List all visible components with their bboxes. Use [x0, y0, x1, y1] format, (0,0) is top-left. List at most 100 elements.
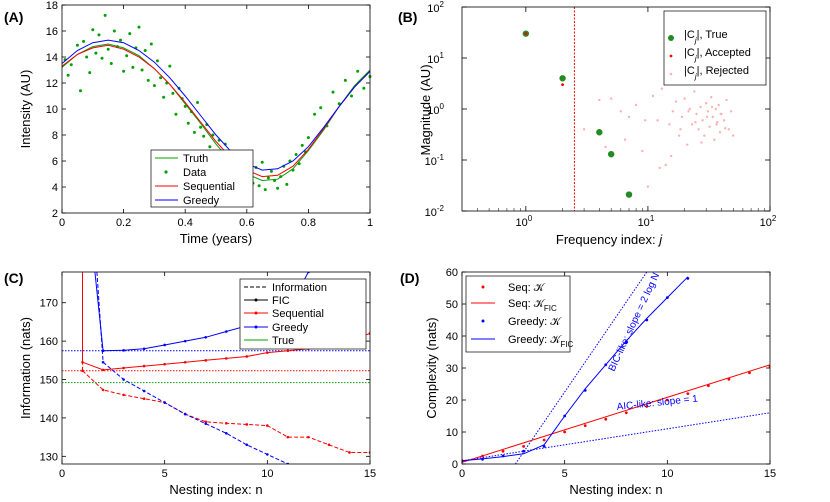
- data-point: [131, 65, 135, 69]
- data-point: [125, 54, 129, 58]
- data-point: [273, 179, 277, 182]
- d-ytick-label: 60: [446, 267, 458, 279]
- data-point: [297, 162, 301, 166]
- d-seqkfic-line: [462, 364, 770, 463]
- legend-true: |Cj|, True: [684, 29, 728, 45]
- c-point: [204, 422, 208, 425]
- d-point: [624, 411, 628, 415]
- a-ytick-label: 8: [52, 130, 58, 142]
- rejected-point: [641, 149, 644, 153]
- c-ytick-label: 170: [40, 298, 58, 310]
- legend-c-true: True: [272, 335, 294, 347]
- d-point: [542, 438, 546, 442]
- legend-true-marker: [668, 35, 674, 41]
- data-point: [168, 64, 172, 68]
- c-greedy-rise: [94, 272, 104, 351]
- data-point: [260, 160, 264, 164]
- c-point: [122, 393, 125, 397]
- panel-c-ylabel: Information (nats): [18, 317, 33, 419]
- d-point: [604, 417, 608, 421]
- d-reference-line: [462, 412, 770, 462]
- legend-data: Data: [183, 167, 207, 179]
- rejected-point: [658, 166, 661, 170]
- c-point: [245, 443, 249, 447]
- rejected-point: [690, 123, 694, 126]
- data-point: [88, 71, 92, 75]
- bic-annotation: BIC-like: slope = 2 log N: [607, 271, 662, 373]
- rejected-point: [713, 138, 716, 141]
- c-point: [122, 378, 125, 381]
- b-ytick-label: 101: [427, 51, 444, 66]
- legend-truth: Truth: [183, 153, 208, 165]
- c-point: [224, 421, 228, 425]
- c-point: [142, 389, 146, 393]
- a-ytick-label: 18: [46, 0, 58, 12]
- rejected-point: [677, 134, 681, 137]
- data-point: [202, 134, 206, 138]
- d-xtick-label: 0: [459, 468, 465, 480]
- d-point: [686, 392, 690, 395]
- rejected-point: [651, 94, 655, 98]
- c-xtick-label: 5: [162, 468, 168, 480]
- d-xtick-label: 5: [562, 468, 568, 480]
- d-ytick-label: 10: [446, 427, 458, 439]
- b-ytick-label: 100: [427, 102, 444, 117]
- data-point: [109, 62, 113, 65]
- panel-a-label: (A): [4, 9, 23, 25]
- panel-d-xlabel: Nesting index: n: [569, 482, 662, 497]
- rejected-point: [674, 100, 678, 103]
- data-point: [155, 59, 159, 63]
- c-ytick-label: 140: [40, 413, 58, 425]
- data-point: [171, 91, 175, 95]
- c-point: [101, 368, 105, 372]
- data-point: [306, 136, 310, 140]
- data-point: [94, 51, 98, 55]
- a-xtick-label: 1: [367, 217, 373, 229]
- a-ytick-label: 6: [52, 156, 58, 168]
- d-point: [583, 424, 587, 427]
- c-point: [224, 431, 228, 435]
- accepted-point: [561, 83, 564, 87]
- a-ytick-label: 2: [52, 208, 58, 220]
- data-point: [313, 112, 317, 116]
- c-point: [163, 343, 166, 347]
- data-point: [152, 84, 156, 88]
- c-point: [204, 420, 208, 424]
- rejected-point: [716, 121, 719, 124]
- sequential-curve: [61, 44, 371, 178]
- c-point: [245, 423, 249, 426]
- rejected-point: [706, 110, 710, 113]
- legend-greedy-kfic: Greedy: 𝒦FIC: [508, 334, 574, 349]
- rejected-point: [717, 103, 720, 107]
- a-ytick-label: 10: [46, 104, 58, 116]
- legend-accepted: |Cj|, Accepted: [684, 47, 751, 63]
- data-point: [337, 102, 341, 106]
- a-ytick-label: 16: [46, 26, 58, 38]
- rejected-point: [732, 134, 735, 137]
- rejected-point: [656, 119, 659, 122]
- c-xtick-label: 10: [261, 468, 273, 480]
- rejected-point: [704, 101, 708, 105]
- panel-b-xlabel: Frequency index: j: [556, 232, 663, 247]
- rejected-point: [686, 143, 689, 146]
- rejected-point: [714, 107, 718, 111]
- c-point: [163, 362, 166, 366]
- data-point: [291, 168, 295, 172]
- d-ytick-label: 50: [446, 299, 458, 311]
- c-point: [286, 435, 290, 439]
- c-point: [327, 443, 331, 447]
- d-point: [522, 445, 525, 448]
- legend-greedy: Greedy: [183, 195, 220, 207]
- rejected-point: [679, 128, 682, 131]
- c-point: [204, 359, 208, 362]
- data-point: [162, 95, 166, 99]
- data-point: [192, 130, 196, 134]
- legend-c-sequential: Sequential: [272, 308, 324, 320]
- data-point: [263, 188, 267, 192]
- rejected-point: [710, 105, 714, 109]
- data-point: [137, 25, 141, 29]
- c-point: [266, 424, 269, 427]
- legend-fic: FIC: [272, 295, 290, 307]
- legend-c-sequential-marker: [254, 311, 258, 315]
